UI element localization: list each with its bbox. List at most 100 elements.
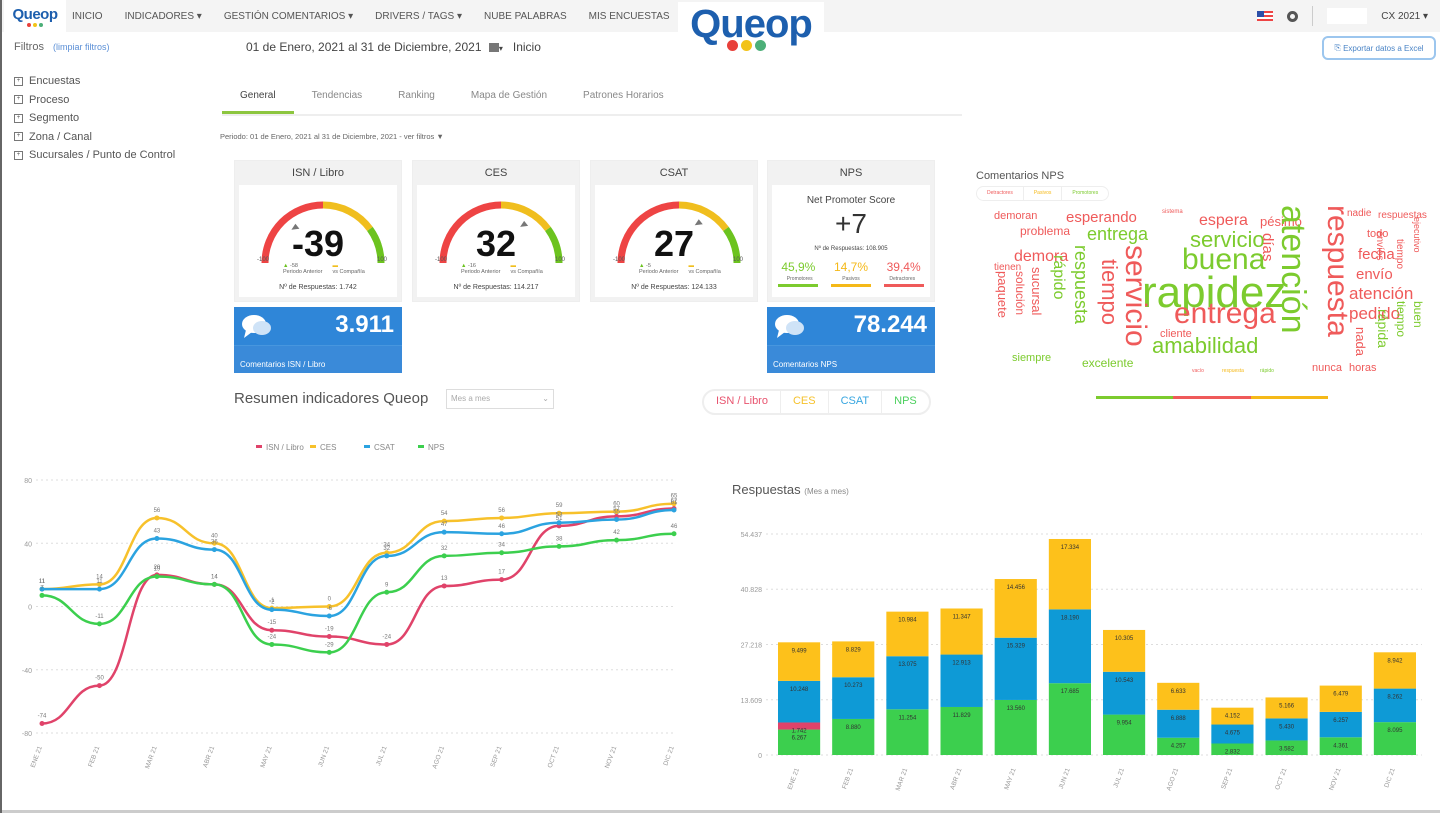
word[interactable]: nadie [1347, 208, 1372, 219]
data-point [154, 515, 160, 521]
word[interactable]: paquete [995, 271, 1010, 318]
data-label: 55 [613, 510, 620, 516]
data-label: 43 [154, 529, 161, 535]
word[interactable]: días [1259, 233, 1276, 262]
y-tick-label: -80 [22, 731, 32, 738]
tab-general[interactable]: General [222, 84, 294, 114]
word[interactable]: pésimo [1260, 214, 1302, 229]
inicio-link[interactable]: Inicio [512, 40, 541, 54]
data-label: 13 [441, 576, 448, 582]
word[interactable]: fecha [1358, 246, 1395, 263]
nav-drivers-tags[interactable]: DRIVERS / TAGS ▾ [375, 10, 463, 22]
date-range[interactable]: 01 de Enero, 2021 al 31 de Diciembre, 20… [246, 40, 482, 54]
word[interactable]: nada [1353, 327, 1368, 356]
word[interactable]: respuesta [1321, 205, 1354, 337]
word[interactable]: rápido [1050, 255, 1067, 300]
word[interactable]: problema [1020, 224, 1071, 238]
sidebar-item-zona-canal[interactable]: + Zona / Canal [14, 128, 175, 147]
word[interactable]: sucursal [1029, 267, 1044, 316]
word[interactable]: demoran [994, 210, 1038, 222]
export-excel-button[interactable]: ⎘ Exportar datos a Excel [1322, 36, 1436, 60]
gear-icon[interactable] [1287, 10, 1299, 22]
us-flag-icon[interactable] [1257, 11, 1274, 21]
word[interactable]: cliente [1160, 328, 1192, 340]
account-dropdown[interactable]: CX 2021 ▾ [1381, 10, 1428, 22]
word[interactable]: entrega [1087, 224, 1149, 244]
word[interactable]: sistema [1162, 209, 1183, 215]
nav-gestion-comentarios[interactable]: GESTIÓN COMENTARIOS ▾ [223, 10, 354, 22]
queop-logo-small[interactable]: Queop [4, 0, 66, 32]
word[interactable]: atención [1349, 284, 1414, 303]
word[interactable]: tienen [994, 262, 1022, 273]
sidebar-item-proceso[interactable]: + Proceso [14, 91, 175, 110]
chevron-down-icon[interactable]: ▾ [498, 44, 503, 53]
word[interactable]: tiempo [1394, 239, 1405, 270]
word[interactable]: respuesta [1222, 368, 1244, 374]
word[interactable]: buena [1182, 243, 1266, 276]
word[interactable]: rápida [1375, 309, 1391, 348]
gauge-arc [617, 201, 741, 264]
filter-icon[interactable]: ▼ [436, 132, 444, 141]
tab-ranking[interactable]: Ranking [398, 90, 435, 101]
word[interactable]: espera [1199, 212, 1248, 229]
word[interactable]: excelente [1082, 356, 1134, 370]
word[interactable]: envío [1356, 266, 1393, 283]
word[interactable]: respuestas [1378, 210, 1427, 221]
sidebar-item-segmento[interactable]: + Segmento [14, 109, 175, 128]
word[interactable]: solución [1013, 271, 1027, 316]
word[interactable]: respuesta [1071, 245, 1091, 325]
toggle-pasivos[interactable]: Pasivos [1024, 187, 1063, 200]
toggle-detractores[interactable]: Detractores [977, 187, 1024, 200]
user-name-field [1327, 8, 1368, 24]
bar-value-label: 10.248 [790, 687, 809, 693]
word[interactable]: siempre [1012, 352, 1052, 364]
word[interactable]: entrega [1174, 297, 1276, 330]
word[interactable]: tiempo [1394, 301, 1408, 338]
tab-mapa-gestion[interactable]: Mapa de Gestión [470, 90, 548, 101]
sidebar-item-encuestas[interactable]: + Encuestas [14, 72, 175, 91]
tab-tendencias[interactable]: Tendencias [311, 90, 363, 101]
word[interactable]: atención [1274, 205, 1312, 334]
bar-value-label: 6.257 [1333, 718, 1349, 724]
word[interactable]: buen [1411, 301, 1425, 328]
bar-segment-ces [1373, 652, 1416, 689]
word[interactable]: todo [1367, 228, 1389, 240]
comentarios-nps-box[interactable]: 78.244 Comentarios NPS [767, 307, 935, 373]
word[interactable]: amabilidad [1152, 333, 1259, 358]
word[interactable]: esperando [1066, 209, 1137, 226]
word[interactable]: ejecutivo [1412, 217, 1422, 253]
word[interactable]: rapidez [1142, 268, 1287, 317]
nav-inicio[interactable]: INICIO [72, 10, 103, 22]
toggle-isn[interactable]: ISN / Libro [704, 391, 781, 413]
word[interactable]: demora [1014, 248, 1069, 265]
calendar-icon[interactable] [488, 43, 499, 52]
bar-segment-csat [778, 680, 821, 723]
nav-nube-palabras[interactable]: NUBE PALABRAS [484, 10, 567, 22]
data-point [96, 586, 102, 592]
word[interactable]: servicio [1190, 227, 1265, 252]
word[interactable]: nunca [1312, 362, 1342, 374]
data-point [384, 589, 390, 595]
series-line-ces [41, 502, 675, 610]
toggle-ces[interactable]: CES [781, 391, 829, 413]
bar-segment-ces [832, 641, 875, 678]
pasivos-bar [830, 284, 871, 287]
toggle-promotores[interactable]: Promotores [1072, 190, 1099, 196]
word[interactable]: tiempo [1097, 259, 1122, 326]
toggle-csat[interactable]: CSAT [829, 391, 883, 413]
word[interactable]: envíos [1374, 231, 1385, 261]
clear-filters-link[interactable]: (limpiar filtros) [53, 42, 110, 52]
word[interactable]: rápido [1260, 368, 1274, 374]
word[interactable]: servicio [1119, 245, 1152, 347]
word[interactable]: horas [1349, 362, 1377, 374]
data-point [499, 550, 505, 556]
tab-patrones-horarios[interactable]: Patrones Horarios [583, 90, 664, 101]
comentarios-isn-box[interactable]: 3.911 Comentarios ISN / Libro [234, 307, 402, 373]
nav-indicadores[interactable]: INDICADORES ▾ [124, 10, 202, 22]
word[interactable]: vacío [1192, 368, 1204, 374]
period-select[interactable]: Mes a mes ⌄ [446, 389, 554, 409]
sidebar-item-sucursales[interactable]: + Sucursales / Punto de Control [14, 146, 175, 165]
toggle-nps[interactable]: NPS [894, 395, 917, 407]
word[interactable]: pedido [1349, 304, 1401, 323]
nav-mis-encuestas[interactable]: MIS ENCUESTAS [588, 10, 670, 22]
